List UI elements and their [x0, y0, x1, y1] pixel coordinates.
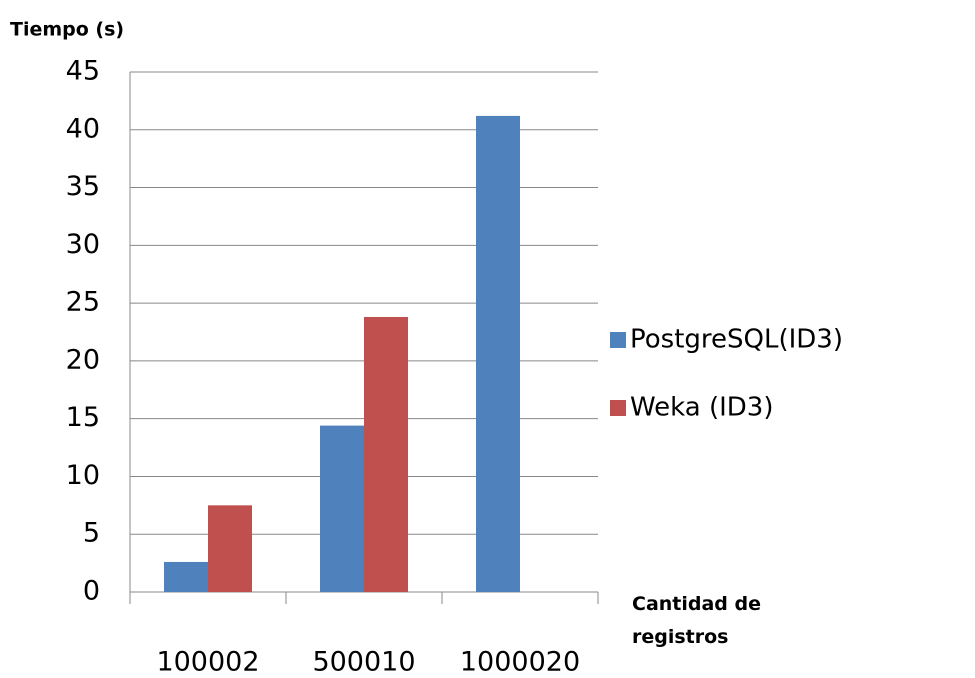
y-tick-label: 30 — [66, 229, 100, 260]
bar — [320, 425, 364, 592]
y-tick-label: 5 — [83, 518, 100, 549]
y-tick-label: 20 — [66, 344, 100, 375]
legend-label: Weka (ID3) — [630, 393, 774, 423]
y-tick-label: 0 — [83, 576, 100, 607]
legend-label: PostgreSQL(ID3) — [630, 325, 843, 355]
y-tick-label: 40 — [66, 113, 100, 144]
bar — [364, 316, 408, 592]
legend-swatch — [610, 400, 626, 416]
x-tick-label: 100002 — [156, 647, 259, 678]
x-tick-label: 1000020 — [460, 647, 580, 678]
y-tick-label: 25 — [66, 287, 100, 318]
bar — [208, 505, 252, 592]
y-tick-label: 45 — [66, 56, 100, 87]
legend-swatch — [610, 332, 626, 348]
y-tick-label: 15 — [66, 402, 100, 433]
y-axis-label: Tiempo (s) — [10, 19, 124, 41]
x-axis-label: Cantidad de registros — [632, 593, 762, 648]
bar — [164, 561, 208, 592]
y-tick-label: 10 — [66, 460, 100, 491]
bar — [476, 115, 520, 593]
x-tick-label: 500010 — [312, 647, 415, 678]
y-tick-label: 35 — [66, 171, 100, 202]
